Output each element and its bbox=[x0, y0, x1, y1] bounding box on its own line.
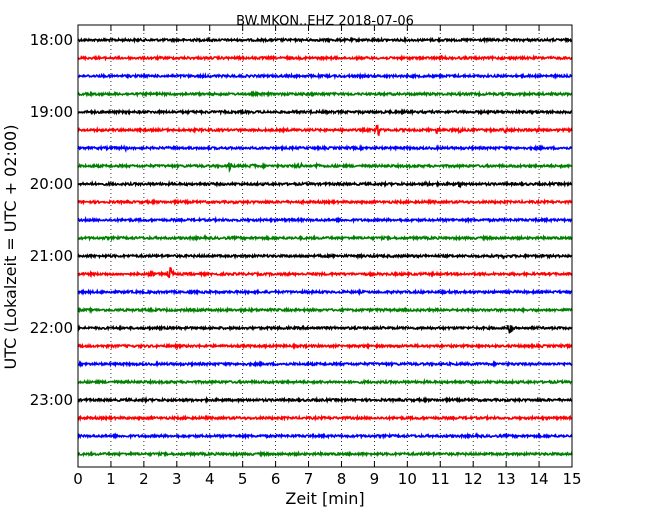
seismic-trace-2330 bbox=[77, 431, 573, 440]
x-tick-label: 5 bbox=[238, 470, 248, 488]
seismic-trace-1915 bbox=[77, 124, 573, 137]
x-tick-label: 8 bbox=[337, 470, 347, 488]
x-tick-label: 14 bbox=[530, 470, 549, 488]
seismic-trace-2215 bbox=[77, 342, 573, 351]
seismic-trace-2315 bbox=[77, 413, 573, 422]
x-tick-label: 7 bbox=[304, 470, 314, 488]
seismic-trace-1830 bbox=[77, 72, 573, 81]
seismic-trace-2015 bbox=[77, 198, 573, 206]
y-tick-label: 21:00 bbox=[30, 247, 73, 265]
seismic-trace-1930 bbox=[77, 143, 573, 153]
x-tick-label: 4 bbox=[205, 470, 215, 488]
y-tick-label: 23:00 bbox=[30, 391, 73, 409]
vertical-grid bbox=[110, 25, 540, 467]
chart-title: BW.MKON..EHZ 2018-07-06 bbox=[236, 14, 414, 29]
y-tick-label: 20:00 bbox=[30, 175, 73, 193]
seismic-trace-1845 bbox=[77, 89, 573, 98]
y-tick-label: 22:00 bbox=[30, 319, 73, 337]
x-tick-label: 9 bbox=[370, 470, 380, 488]
seismic-trace-2030 bbox=[77, 215, 573, 224]
seismic-trace-2100 bbox=[77, 252, 573, 260]
seismic-trace-1815 bbox=[77, 54, 573, 62]
y-axis-ticks: 18:00 19:00 20:00 21:00 22:00 23:00 bbox=[30, 31, 572, 409]
y-axis-label: UTC (Lokalzeit = UTC + 02:00) bbox=[1, 125, 20, 370]
x-tick-label: 6 bbox=[271, 470, 281, 488]
seismic-trace-2115 bbox=[77, 266, 573, 279]
seismic-trace-2145 bbox=[77, 305, 573, 315]
seismic-trace-2230 bbox=[77, 359, 573, 369]
x-tick-label: 13 bbox=[497, 470, 516, 488]
seismic-trace-2200 bbox=[77, 324, 573, 334]
x-axis-label: Zeit [min] bbox=[285, 489, 364, 508]
plot-frame bbox=[77, 24, 573, 468]
seismic-traces bbox=[77, 35, 573, 458]
x-tick-label: 2 bbox=[139, 470, 149, 488]
seismic-trace-2130 bbox=[77, 287, 573, 297]
seismic-trace-2045 bbox=[77, 233, 573, 242]
seismic-trace-2345 bbox=[77, 450, 573, 458]
x-tick-label: 12 bbox=[464, 470, 483, 488]
seismic-trace-1900 bbox=[77, 108, 573, 116]
x-tick-label: 1 bbox=[106, 470, 116, 488]
x-tick-label: 3 bbox=[172, 470, 182, 488]
y-tick-label: 19:00 bbox=[30, 103, 73, 121]
x-axis-ticks: 0 1 2 3 4 5 6 7 8 9 10 11 12 13 14 15 bbox=[73, 25, 582, 488]
seismic-trace-1945 bbox=[77, 161, 573, 174]
seismic-trace-2300 bbox=[77, 395, 573, 405]
seismic-trace-1800 bbox=[77, 35, 573, 44]
y-tick-label: 18:00 bbox=[30, 31, 73, 49]
seismic-trace-2245 bbox=[77, 377, 573, 386]
x-tick-label: 0 bbox=[73, 470, 83, 488]
x-tick-label: 11 bbox=[431, 470, 450, 488]
x-tick-label: 10 bbox=[398, 470, 417, 488]
x-tick-label: 15 bbox=[562, 470, 581, 488]
seismic-trace-2000 bbox=[77, 179, 573, 189]
